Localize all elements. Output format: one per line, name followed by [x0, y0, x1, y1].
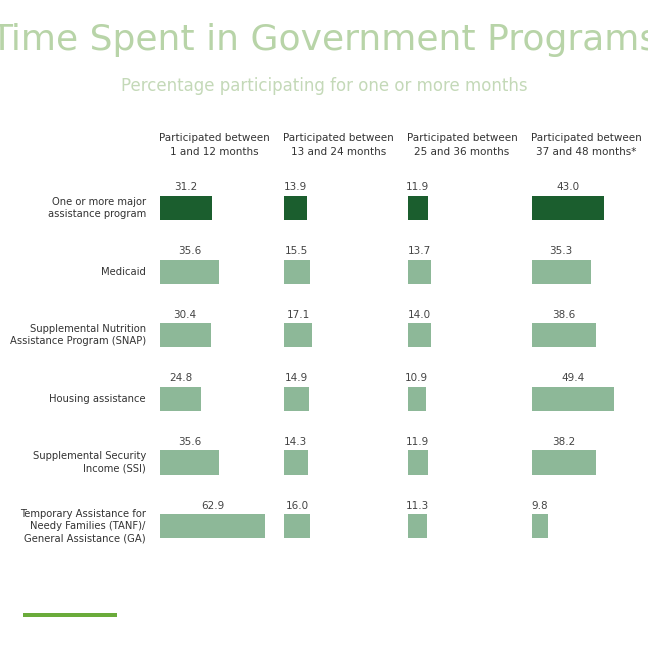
- Bar: [284, 387, 308, 411]
- Text: 49.4: 49.4: [561, 373, 584, 383]
- Bar: [531, 514, 548, 538]
- Text: 38.6: 38.6: [552, 310, 575, 319]
- Bar: [284, 450, 308, 474]
- Bar: [284, 514, 310, 538]
- Bar: [156, 565, 157, 641]
- Text: 10.9: 10.9: [405, 373, 428, 383]
- Bar: [531, 196, 604, 220]
- Text: 15.5: 15.5: [285, 246, 308, 256]
- Text: 9.8: 9.8: [531, 500, 548, 511]
- Text: Supplemental Security
Income (SSI): Supplemental Security Income (SSI): [32, 452, 146, 474]
- Bar: [159, 387, 202, 411]
- Bar: [531, 387, 614, 411]
- Bar: [284, 196, 307, 220]
- Text: 30.4: 30.4: [174, 310, 197, 319]
- Text: Temporary Assistance for
Needy Families (TANF)/
General Assistance (GA): Temporary Assistance for Needy Families …: [20, 509, 146, 544]
- Bar: [408, 514, 426, 538]
- Bar: [23, 613, 117, 616]
- Text: 24.8: 24.8: [169, 373, 192, 383]
- Text: United States™: United States™: [26, 571, 80, 577]
- Text: 43.0: 43.0: [556, 182, 579, 192]
- Bar: [159, 260, 220, 284]
- Text: Percentage participating for one or more months: Percentage participating for one or more…: [121, 77, 527, 95]
- Text: Housing assistance: Housing assistance: [49, 394, 146, 404]
- Text: Bureau: Bureau: [26, 627, 51, 633]
- Text: One or more major
assistance program: One or more major assistance program: [47, 197, 146, 219]
- Text: 35.6: 35.6: [178, 437, 202, 447]
- Text: 13.7: 13.7: [408, 246, 431, 256]
- Text: 35.3: 35.3: [550, 246, 573, 256]
- Text: Participated between
25 and 36 months: Participated between 25 and 36 months: [407, 133, 518, 157]
- Bar: [284, 260, 310, 284]
- Bar: [531, 260, 591, 284]
- Text: 11.3: 11.3: [406, 500, 429, 511]
- Bar: [159, 196, 212, 220]
- Text: Participated between
13 and 24 months: Participated between 13 and 24 months: [283, 133, 393, 157]
- Text: Supplemental Nutrition
Assistance Program (SNAP): Supplemental Nutrition Assistance Progra…: [10, 324, 146, 347]
- Bar: [531, 323, 596, 347]
- Text: 14.0: 14.0: [408, 310, 431, 319]
- Bar: [408, 450, 428, 474]
- Text: U.S. Department of Commerce
Economics and Statistics Administration
U.S. CENSUS : U.S. Department of Commerce Economics an…: [165, 573, 320, 624]
- Text: 35.6: 35.6: [178, 246, 202, 256]
- Bar: [531, 450, 596, 474]
- Text: * This survey followed respondents for the 48-month period from January
2009–Dec: * This survey followed respondents for t…: [324, 582, 591, 615]
- Bar: [408, 196, 428, 220]
- Bar: [408, 387, 426, 411]
- Text: 11.9: 11.9: [406, 437, 429, 447]
- Text: 38.2: 38.2: [552, 437, 575, 447]
- Text: Time Spent in Government Programs: Time Spent in Government Programs: [0, 23, 648, 57]
- Text: 62.9: 62.9: [201, 500, 224, 511]
- Text: 14.9: 14.9: [284, 373, 308, 383]
- Text: Participated between
37 and 48 months*: Participated between 37 and 48 months*: [531, 133, 642, 157]
- Text: 31.2: 31.2: [174, 182, 198, 192]
- Text: Medicaid: Medicaid: [101, 266, 146, 277]
- Bar: [284, 323, 312, 347]
- Bar: [159, 514, 265, 538]
- Bar: [159, 323, 211, 347]
- Text: 13.9: 13.9: [284, 182, 307, 192]
- Text: Census: Census: [26, 593, 116, 613]
- Text: 11.9: 11.9: [406, 182, 429, 192]
- Text: 17.1: 17.1: [286, 310, 310, 319]
- Text: Participated between
1 and 12 months: Participated between 1 and 12 months: [159, 133, 270, 157]
- Bar: [159, 450, 220, 474]
- Bar: [408, 260, 430, 284]
- Text: 14.3: 14.3: [284, 437, 307, 447]
- Bar: [408, 323, 431, 347]
- Text: 16.0: 16.0: [286, 500, 308, 511]
